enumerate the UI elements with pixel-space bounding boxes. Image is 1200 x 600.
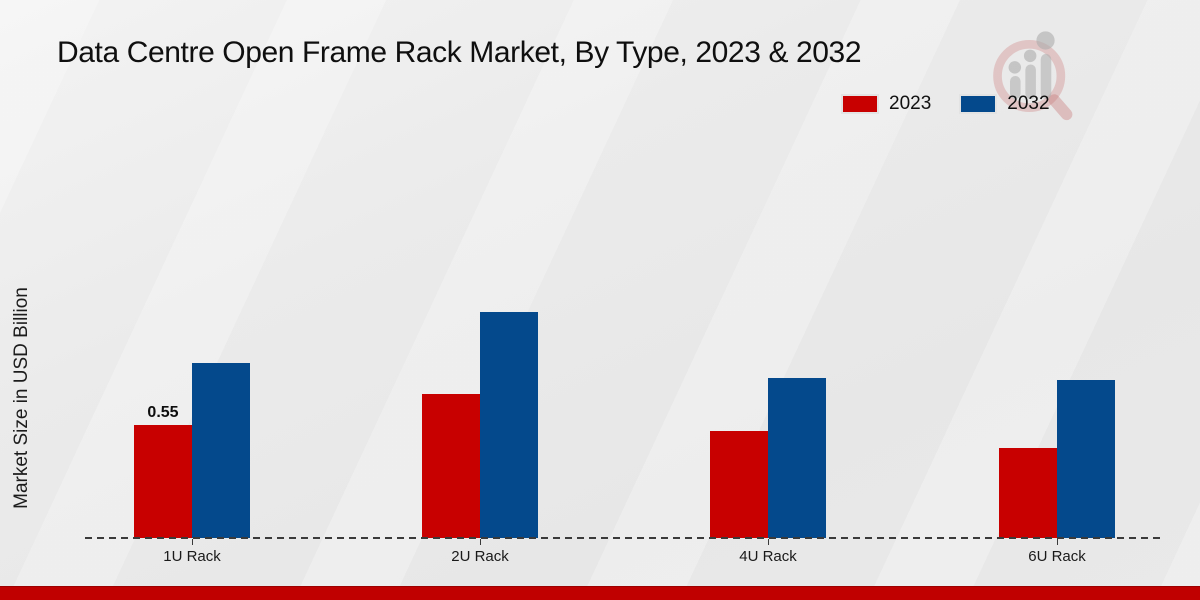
bar-2032-6u-rack [1057, 380, 1115, 538]
bar-2032-1u-rack [192, 363, 250, 538]
magnifier-chart-logo-icon [993, 31, 1073, 121]
x-axis-tick [1057, 539, 1058, 545]
bar-2023-4u-rack [710, 431, 768, 538]
legend-item-2023: 2023 [843, 93, 931, 115]
category-label-4u-rack: 4U Rack [739, 548, 797, 565]
category-label-1u-rack: 1U Rack [163, 548, 221, 565]
bar-value-label: 0.55 [147, 404, 179, 421]
category-label-6u-rack: 6U Rack [1028, 548, 1086, 565]
legend-label-2032: 2032 [1007, 93, 1050, 114]
bar-2023-6u-rack [999, 448, 1057, 538]
bar-2032-2u-rack [480, 312, 538, 538]
legend-label-2023: 2023 [889, 93, 932, 114]
legend-item-2032: 2032 [961, 93, 1050, 115]
legend-swatch-2023 [843, 96, 877, 112]
x-axis-tick [192, 539, 193, 545]
x-axis-tick [768, 539, 769, 545]
category-label-2u-rack: 2U Rack [451, 548, 509, 565]
x-axis-dashed-baseline [85, 537, 1163, 539]
x-axis-tick [480, 539, 481, 545]
bar-2023-1u-rack [134, 425, 192, 538]
footer-accent-bar [0, 586, 1200, 600]
legend-swatch-2032 [961, 96, 996, 112]
bar-2023-2u-rack [422, 394, 480, 538]
bar-2032-4u-rack [768, 378, 826, 538]
chart-title: Data Centre Open Frame Rack Market, By T… [57, 36, 862, 69]
legend: 2023 2032 [843, 93, 1050, 115]
